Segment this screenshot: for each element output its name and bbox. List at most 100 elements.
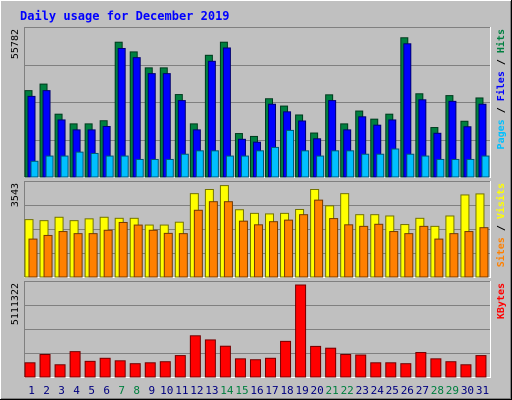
bar-sites-day-12 — [193, 209, 203, 278]
bar-sites-day-4 — [73, 233, 83, 278]
x-tick-label-day-14: 14 — [220, 384, 234, 397]
x-tick-label-day-22: 22 — [341, 384, 354, 397]
x-tick-label-day-5: 5 — [88, 384, 95, 397]
bar-kbytes-day-24 — [370, 362, 382, 378]
bar-sites-day-18 — [284, 219, 294, 278]
bar-pages-day-29 — [451, 158, 460, 178]
bar-kbytes-day-14 — [219, 345, 231, 378]
bar-kbytes-day-1 — [24, 362, 36, 378]
bar-kbytes-day-11 — [174, 355, 186, 378]
legend-part: KBytes — [496, 283, 507, 319]
bar-pages-day-6 — [105, 155, 114, 178]
bar-kbytes-day-15 — [234, 358, 246, 378]
bar-sites-day-23 — [359, 225, 369, 278]
x-tick-label-day-26: 26 — [401, 384, 414, 397]
bar-sites-day-31 — [479, 227, 489, 278]
bar-sites-day-14 — [223, 201, 233, 278]
x-tick-label-day-15: 15 — [235, 384, 248, 397]
bar-sites-day-7 — [118, 221, 128, 278]
y-axis-max-label: 55782 — [10, 29, 21, 59]
bar-sites-day-13 — [208, 201, 218, 278]
bar-pages-day-9 — [150, 158, 159, 178]
x-tick-label-day-10: 10 — [160, 384, 173, 397]
panel-kbytes: 5111322 KBytes — [10, 281, 507, 378]
bar-sites-day-28 — [434, 238, 444, 278]
bar-kbytes-day-20 — [310, 345, 322, 378]
bar-pages-day-12 — [195, 150, 204, 178]
bar-sites-day-9 — [148, 229, 158, 278]
x-tick-label-day-3: 3 — [58, 384, 65, 397]
bar-kbytes-day-12 — [189, 335, 201, 378]
bar-sites-day-15 — [238, 220, 248, 278]
legend-part: / — [496, 219, 507, 237]
chart-panels: 55782 Pages / Files / Hits 3543 Sites / Vis… — [10, 27, 507, 378]
bar-sites-day-11 — [178, 233, 188, 278]
bar-kbytes-day-29 — [445, 361, 457, 378]
bar-pages-day-7 — [120, 155, 129, 178]
x-tick-label-day-23: 23 — [356, 384, 369, 397]
bar-kbytes-day-17 — [265, 357, 277, 378]
legend-part: / — [496, 101, 507, 119]
bar-kbytes-day-23 — [355, 354, 367, 378]
bar-kbytes-day-27 — [415, 352, 427, 378]
bar-sites-day-19 — [299, 214, 309, 278]
bars-hits — [24, 37, 490, 178]
x-tick-label-day-12: 12 — [190, 384, 203, 397]
bar-pages-day-19 — [301, 150, 310, 178]
bar-kbytes-day-16 — [249, 359, 261, 378]
bar-pages-day-16 — [255, 150, 264, 178]
bar-sites-day-10 — [163, 232, 173, 278]
y-axis-max-label: 5111322 — [10, 283, 21, 325]
bar-pages-day-5 — [90, 152, 99, 178]
bar-pages-day-26 — [406, 153, 415, 178]
x-axis-tick-labels: 1 2 3 4 5 6 7 8 9 10 11 12 13 14 15 16 17 18 19 20 21 22 23 24 2… — [28, 384, 489, 397]
bar-kbytes-day-7 — [114, 360, 126, 378]
legend-hits: Pages / Files / Hits — [495, 29, 507, 149]
x-tick-label-day-30: 30 — [461, 384, 474, 397]
x-tick-label-day-18: 18 — [280, 384, 293, 397]
legend-part: Visits — [495, 183, 507, 219]
bar-sites-day-30 — [464, 231, 474, 278]
bar-pages-day-1 — [30, 160, 39, 178]
legend-part: Pages — [496, 119, 507, 149]
bar-sites-day-1 — [28, 238, 38, 278]
x-tick-label-day-24: 24 — [371, 384, 385, 397]
bar-kbytes-day-21 — [325, 347, 337, 378]
x-tick-label-day-17: 17 — [265, 384, 278, 397]
bar-pages-day-25 — [391, 148, 400, 178]
bar-pages-day-11 — [180, 153, 189, 178]
x-tick-label-day-25: 25 — [386, 384, 399, 397]
x-tick-label-day-20: 20 — [311, 384, 324, 397]
bar-sites-day-22 — [344, 224, 354, 278]
bar-pages-day-31 — [481, 155, 490, 178]
x-tick-label-day-31: 31 — [476, 384, 489, 397]
bar-kbytes-day-22 — [340, 354, 352, 378]
bar-sites-day-16 — [253, 224, 263, 278]
x-tick-label-day-9: 9 — [148, 384, 155, 397]
x-tick-label-day-1: 1 — [28, 384, 35, 397]
x-tick-label-day-21: 21 — [326, 384, 339, 397]
bar-sites-day-5 — [88, 233, 98, 278]
x-tick-label-day-27: 27 — [416, 384, 429, 397]
bar-kbytes-day-3 — [54, 364, 66, 378]
legend-kbytes: KBytes — [496, 283, 507, 319]
bar-kbytes-day-10 — [159, 361, 171, 378]
legend-part: Files — [495, 71, 507, 101]
x-tick-label-day-2: 2 — [43, 384, 50, 397]
bar-kbytes-day-4 — [69, 351, 81, 378]
legend-part: Sites — [495, 237, 507, 267]
chart-title: Daily usage for December 2019 — [20, 9, 230, 23]
bar-pages-day-22 — [346, 150, 355, 178]
panel-hits: 55782 Pages / Files / Hits — [10, 27, 507, 178]
bar-pages-day-4 — [75, 151, 84, 178]
legend-visits: Sites / Visits — [495, 183, 507, 267]
y-axis-max-label: 3543 — [10, 183, 21, 207]
bar-pages-day-18 — [286, 129, 295, 178]
bar-pages-day-23 — [361, 153, 370, 178]
x-tick-label-day-13: 13 — [205, 384, 218, 397]
bar-kbytes-day-9 — [144, 362, 156, 378]
legend-part: Hits — [495, 29, 507, 53]
bar-pages-day-17 — [271, 146, 280, 178]
panel-visits: 3543 Sites / Visits — [10, 181, 507, 278]
